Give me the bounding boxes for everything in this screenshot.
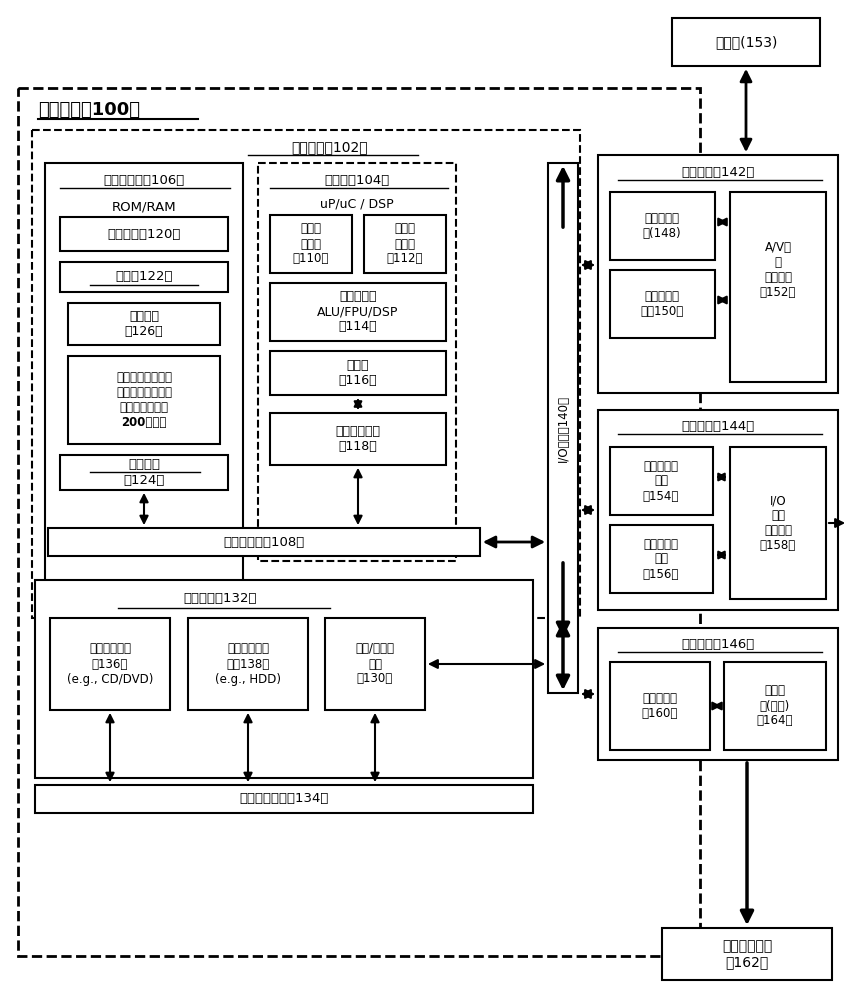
Bar	[270, 283, 446, 341]
Bar	[610, 270, 715, 338]
Text: 处理器（104）: 处理器（104）	[324, 174, 389, 186]
Text: uP/uC / DSP: uP/uC / DSP	[320, 198, 394, 211]
Text: 存储器总线（108）: 存储器总线（108）	[223, 536, 305, 548]
Text: 应用（122）: 应用（122）	[116, 270, 173, 284]
Text: 寄存器
（116）: 寄存器 （116）	[339, 359, 377, 387]
Bar	[18, 88, 700, 956]
Text: 计算设备（100）: 计算设备（100）	[38, 101, 140, 119]
Text: 基本配置（102）: 基本配置（102）	[292, 140, 368, 154]
Text: 可移除储存器
（136）
(e.g., CD/DVD): 可移除储存器 （136） (e.g., CD/DVD)	[67, 643, 153, 686]
Bar	[610, 192, 715, 260]
Text: 存储器控制器
（118）: 存储器控制器 （118）	[336, 425, 381, 453]
Text: 输出设备（142）: 输出设备（142）	[681, 165, 755, 178]
Text: （124）: （124）	[123, 475, 164, 488]
Text: 显示器(153): 显示器(153)	[715, 35, 777, 49]
Bar	[35, 580, 533, 778]
Bar	[610, 447, 713, 515]
Bar	[60, 217, 228, 251]
Bar	[672, 18, 820, 66]
Bar	[50, 618, 170, 710]
Text: 网络控制器
（160）: 网络控制器 （160）	[642, 692, 678, 720]
Text: 通信设备（146）: 通信设备（146）	[681, 638, 755, 650]
Bar	[45, 163, 243, 606]
Text: 串行接口控
制器
（154）: 串行接口控 制器 （154）	[643, 460, 679, 502]
Bar	[270, 215, 352, 273]
Bar	[270, 351, 446, 395]
Text: 不可移除储存
器（138）
(e.g., HDD): 不可移除储存 器（138） (e.g., HDD)	[215, 643, 281, 686]
Text: 处理器核心: 处理器核心	[339, 290, 377, 304]
Text: 储存设备（132）: 储存设备（132）	[183, 591, 257, 604]
Bar	[730, 192, 826, 382]
Bar	[724, 662, 826, 750]
Bar	[68, 356, 220, 444]
Text: 通信端
口(多个)
（164）: 通信端 口(多个) （164）	[757, 684, 794, 728]
Bar	[60, 455, 228, 490]
Text: 操作系统（120）: 操作系统（120）	[107, 228, 181, 240]
Text: 系统存储器（106）: 系统存储器（106）	[104, 174, 185, 186]
Bar	[598, 155, 838, 393]
Bar	[610, 662, 710, 750]
Bar	[598, 410, 838, 610]
Text: A/V端
口
（多个）
（152）: A/V端 口 （多个） （152）	[760, 241, 796, 299]
Bar	[325, 618, 425, 710]
Text: I/O
端口
（多个）
（158）: I/O 端口 （多个） （158）	[760, 494, 796, 552]
Text: 储存接口总线（134）: 储存接口总线（134）	[240, 792, 329, 806]
Text: 音频处理单
元（150）: 音频处理单 元（150）	[640, 290, 684, 318]
Bar	[32, 130, 580, 618]
Bar	[60, 262, 228, 292]
Bar	[610, 525, 713, 593]
Bar	[188, 618, 308, 710]
Bar	[730, 447, 826, 599]
Text: 其他应用
（126）: 其他应用 （126）	[125, 310, 163, 338]
Text: （114）: （114）	[339, 320, 377, 334]
Text: 并行接口控
制器
（156）: 并行接口控 制器 （156）	[643, 538, 679, 580]
Text: 程序数据: 程序数据	[128, 458, 160, 472]
Bar	[364, 215, 446, 273]
Bar	[68, 303, 220, 345]
Bar	[48, 528, 480, 556]
Text: I/O总线（140）: I/O总线（140）	[556, 394, 569, 462]
Bar	[548, 163, 578, 693]
Bar	[270, 413, 446, 465]
Text: 二级高
速缓存
（112）: 二级高 速缓存 （112）	[387, 223, 423, 265]
Bar	[35, 785, 533, 813]
Bar	[258, 163, 456, 561]
Text: ROM/RAM: ROM/RAM	[111, 200, 176, 214]
Text: 用于执行风储联合
调频系统的储能容
量优化配置方法
200的指令: 用于执行风储联合 调频系统的储能容 量优化配置方法 200的指令	[116, 371, 172, 429]
Text: 图像处理单
元(148): 图像处理单 元(148)	[643, 212, 681, 240]
Bar	[598, 628, 838, 760]
Bar	[662, 928, 832, 980]
Text: 外设接口（144）: 外设接口（144）	[681, 420, 755, 432]
Text: ALU/FPU/DSP: ALU/FPU/DSP	[318, 306, 399, 318]
Text: 总线/接口控
制器
（130）: 总线/接口控 制器 （130）	[355, 643, 395, 686]
Text: 一级高
速缓存
（110）: 一级高 速缓存 （110）	[293, 223, 330, 265]
Text: 其他计算设备
（162）: 其他计算设备 （162）	[722, 939, 772, 969]
